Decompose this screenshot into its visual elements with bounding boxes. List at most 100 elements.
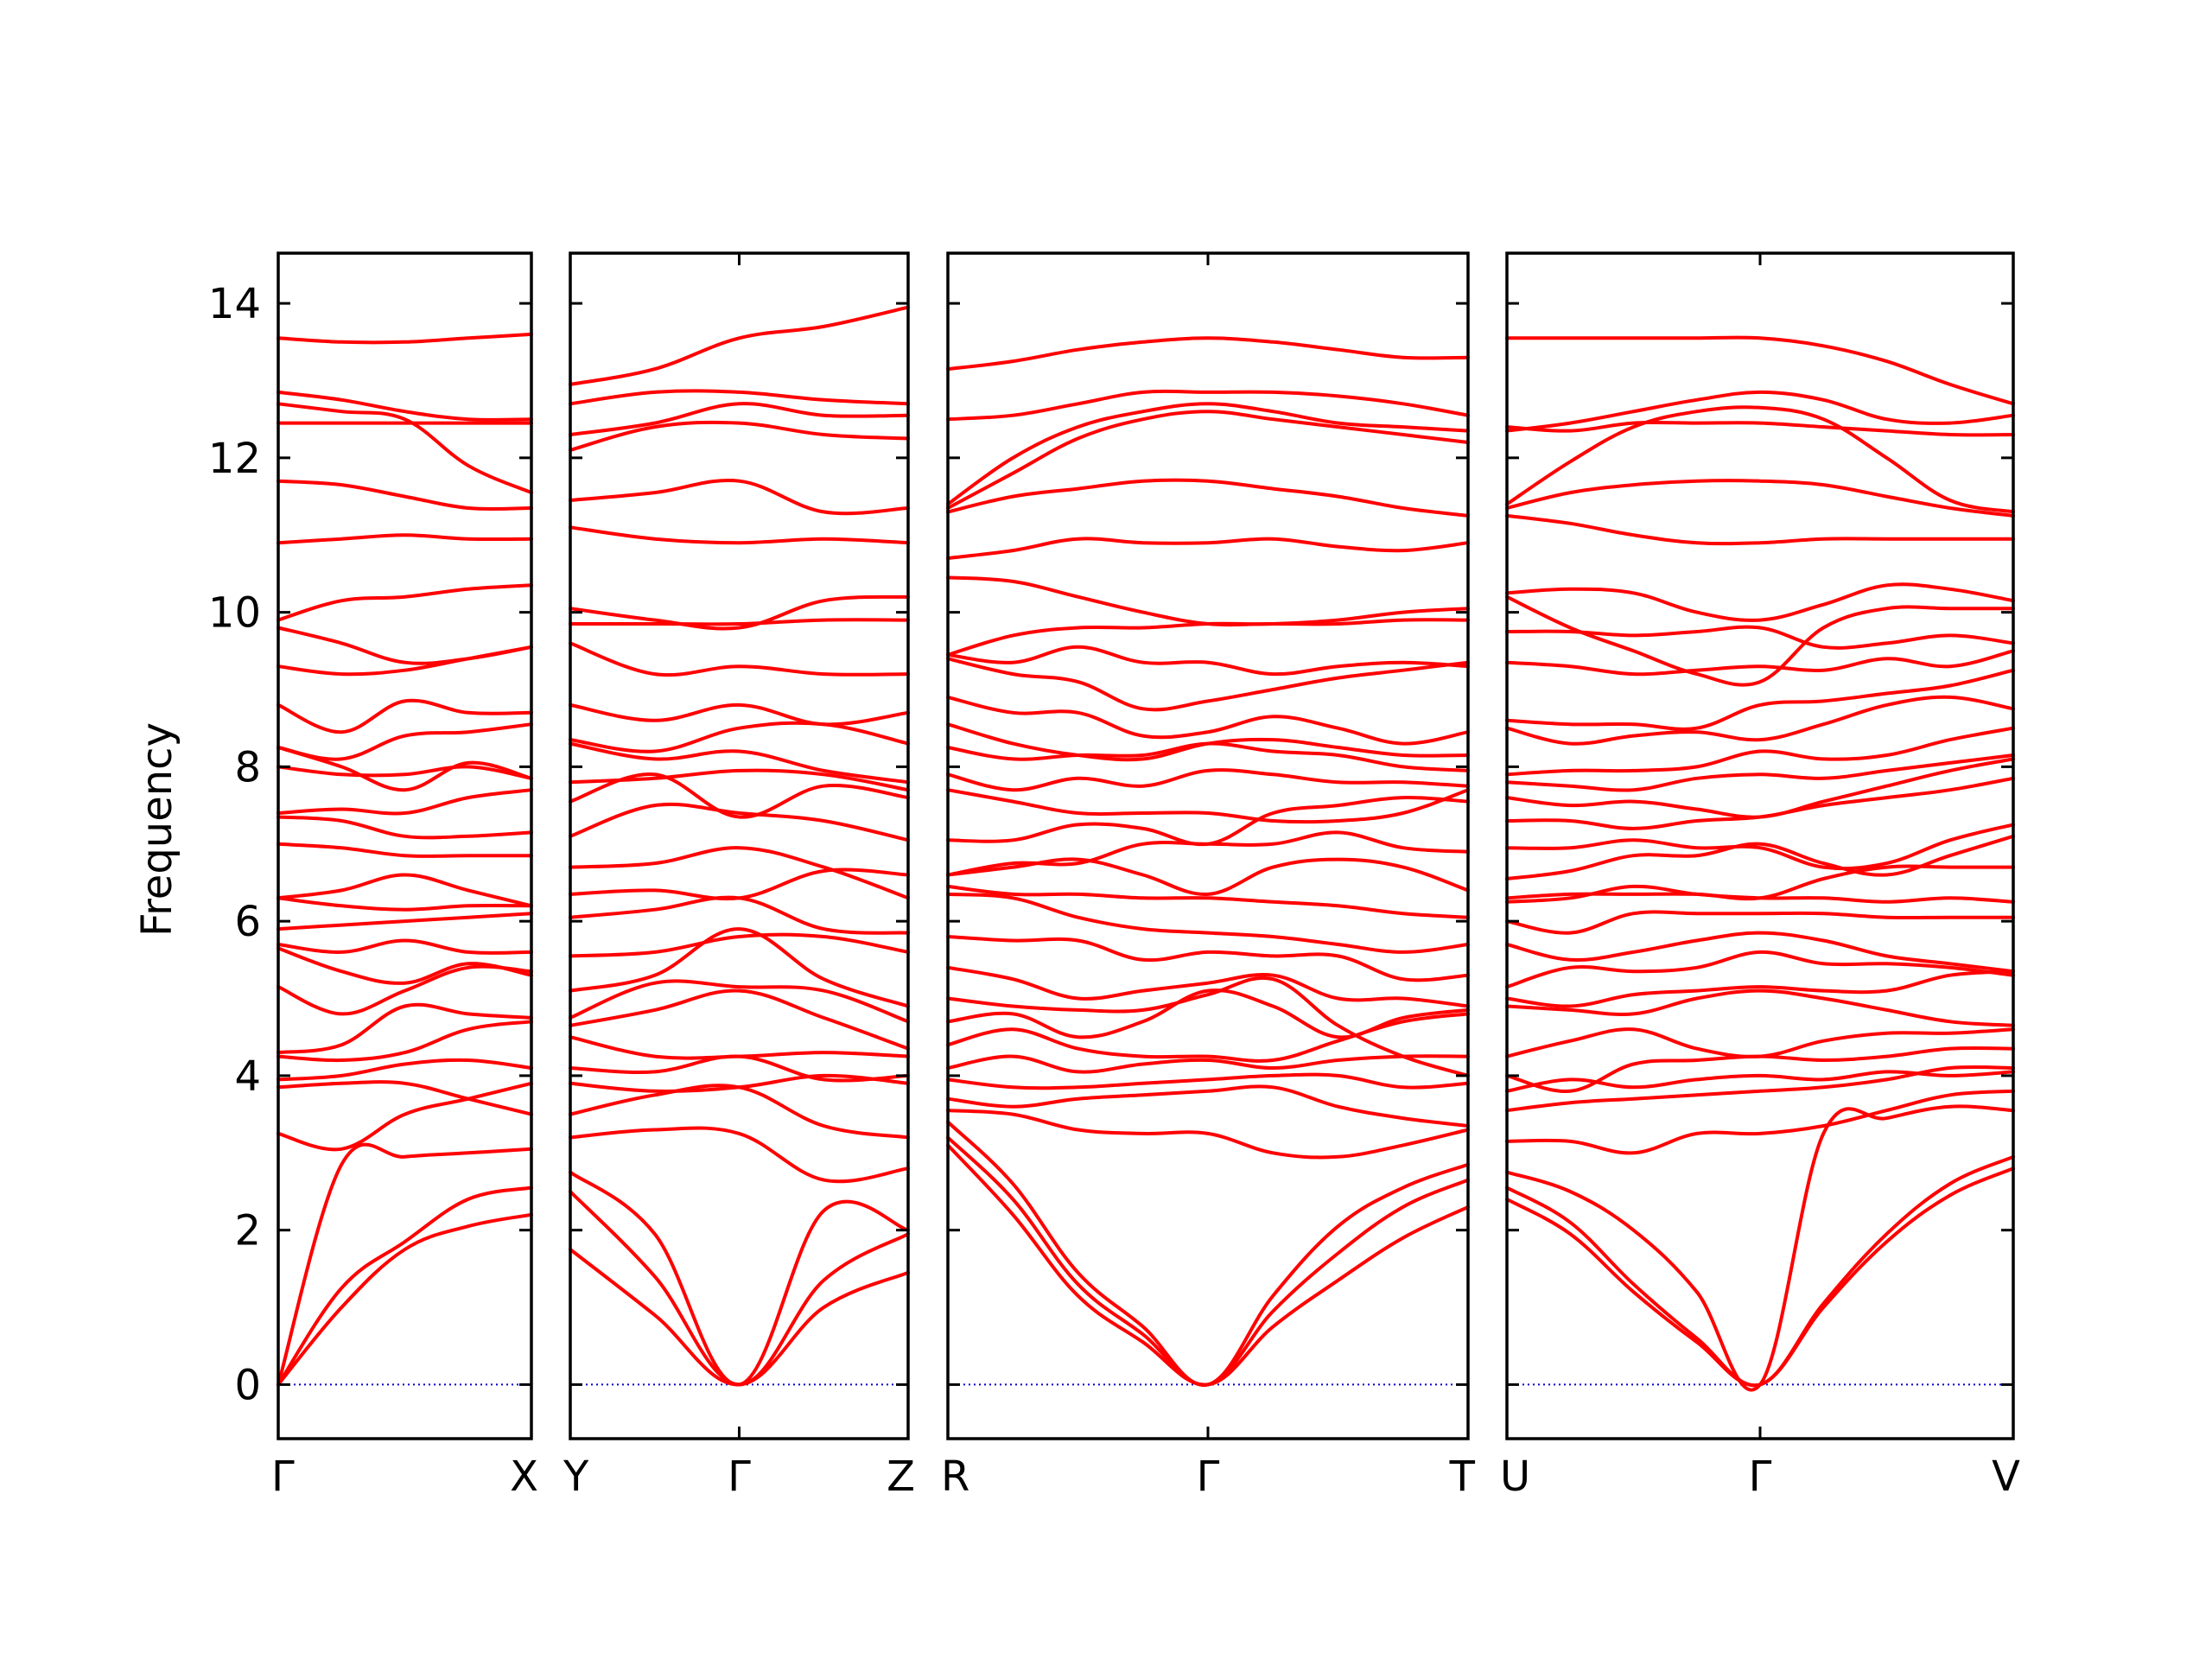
- band-line-panel-2-22: [569, 641, 910, 677]
- band-line-panel-4-23: [1505, 668, 2015, 731]
- y-tick-label: 10: [208, 589, 261, 638]
- band-line-panel-4-2: [1505, 1154, 2015, 1388]
- band-line-panel-4-25: [1505, 625, 2015, 650]
- band-line-panel-4-15: [1505, 864, 2015, 901]
- band-line-panel-3-27: [946, 537, 1470, 561]
- band-lines: [276, 305, 2015, 1392]
- x-tick-label: Γ: [728, 1452, 751, 1501]
- band-line-panel-1-10: [276, 946, 533, 985]
- band-line-panel-2-16: [569, 802, 910, 842]
- band-line-panel-4-20: [1505, 753, 2015, 792]
- band-line-panel-3-29: [946, 410, 1470, 510]
- band-line-panel-2-18: [569, 768, 910, 792]
- band-line-panel-1-20: [276, 722, 533, 761]
- band-line-panel-2-28: [569, 402, 910, 436]
- band-line-panel-1-7: [276, 1020, 533, 1063]
- band-line-panel-2-20: [569, 721, 910, 753]
- x-tick-label: V: [1992, 1452, 2020, 1501]
- band-line-panel-2-30: [569, 305, 910, 386]
- band-line-panel-2-9: [569, 988, 910, 1051]
- band-line-panel-3-28: [946, 478, 1470, 518]
- band-line-panel-3-19: [946, 768, 1470, 792]
- band-line-panel-1-24: [276, 583, 533, 622]
- y-tick-label: 0: [234, 1361, 261, 1409]
- y-tick-label: 2: [234, 1207, 261, 1255]
- band-line-panel-3-26: [946, 575, 1470, 627]
- band-line-panel-3-30: [946, 402, 1470, 506]
- band-line-panel-1-8: [276, 1002, 533, 1055]
- band-line-panel-4-8: [1505, 1027, 2015, 1058]
- band-line-panel-3-18: [946, 788, 1470, 824]
- band-line-panel-1-9: [276, 964, 533, 1016]
- band-line-panel-1-12: [276, 912, 533, 931]
- band-line-panel-2-23: [569, 618, 910, 626]
- band-line-panel-1-28: [276, 402, 533, 495]
- band-line-panel-3-3: [946, 1120, 1470, 1387]
- x-tick-label: Z: [887, 1452, 915, 1501]
- band-line-panel-4-9: [1505, 988, 2015, 1027]
- panel-frame-2: [569, 251, 910, 1440]
- band-line-panel-3-32: [946, 336, 1470, 372]
- band-line-panel-4-11: [1505, 950, 2015, 989]
- band-line-panel-1-1: [276, 1212, 533, 1387]
- band-line-panel-3-12: [946, 935, 1470, 982]
- band-line-panel-1-16: [276, 815, 533, 840]
- y-tick-label: 4: [234, 1052, 261, 1101]
- band-line-panel-3-17: [946, 796, 1470, 847]
- band-line-panel-4-17: [1505, 823, 2015, 871]
- band-line-panel-2-24: [569, 594, 910, 631]
- band-line-panel-4-30: [1505, 405, 2015, 514]
- band-line-panel-1-5: [276, 1080, 533, 1116]
- x-tick-label: Γ: [271, 1452, 295, 1501]
- x-tick-label: U: [1500, 1452, 1530, 1501]
- band-line-panel-1-25: [276, 533, 533, 545]
- band-line-panel-1-4: [276, 1081, 533, 1152]
- y-tick-label: 6: [234, 898, 261, 946]
- band-line-panel-3-9: [946, 988, 1470, 1039]
- band-line-panel-2-8: [569, 1035, 910, 1060]
- band-line-panel-2-12: [569, 932, 910, 958]
- band-line-panel-4-1: [1505, 1166, 2015, 1388]
- band-line-panel-3-6: [946, 1072, 1470, 1090]
- band-line-panel-1-15: [276, 842, 533, 858]
- band-line-panel-3-22: [946, 695, 1470, 746]
- band-line-panel-4-4: [1505, 1089, 2015, 1155]
- band-line-panel-2-29: [569, 389, 910, 406]
- x-tick-label: X: [510, 1452, 538, 1501]
- band-line-panel-3-10: [946, 976, 1470, 1077]
- band-line-panel-1-17: [276, 788, 533, 816]
- x-tick-label: Γ: [1197, 1452, 1220, 1501]
- band-line-panel-3-23: [946, 657, 1470, 712]
- band-line-panel-2-3: [569, 1170, 910, 1387]
- band-line-panel-4-32: [1505, 420, 2015, 437]
- band-line-panel-1-23: [276, 626, 533, 665]
- band-line-panel-1-18: [276, 765, 533, 780]
- band-line-panel-2-25: [569, 525, 910, 545]
- band-line-panel-2-1: [569, 1248, 910, 1387]
- band-line-panel-4-21: [1505, 726, 2015, 777]
- band-line-panel-1-11: [276, 938, 533, 955]
- band-line-panel-3-14: [946, 884, 1470, 919]
- band-line-panel-4-10: [1505, 969, 2015, 1008]
- band-line-panel-4-16: [1505, 834, 2015, 880]
- band-line-panel-2-26: [569, 479, 910, 516]
- band-line-panel-3-31: [946, 389, 1470, 422]
- band-line-panel-3-21: [946, 722, 1470, 762]
- band-line-panel-2-11: [569, 927, 910, 1008]
- band-line-panel-2-5: [569, 1084, 910, 1140]
- band-line-panel-3-7: [946, 1054, 1470, 1074]
- panel-frames: [276, 251, 2015, 1440]
- band-line-panel-3-5: [946, 1084, 1470, 1128]
- x-tick-label: Y: [563, 1452, 589, 1501]
- band-line-panel-1-19: [276, 746, 533, 792]
- band-line-panel-3-13: [946, 892, 1470, 954]
- band-line-panel-4-12: [1505, 931, 2015, 974]
- band-line-panel-2-6: [569, 1073, 910, 1093]
- x-tick-label: T: [1449, 1452, 1476, 1501]
- band-line-panel-3-11: [946, 965, 1470, 1008]
- band-line-panel-2-15: [569, 846, 910, 900]
- y-tick-label: 8: [234, 743, 261, 791]
- band-line-panel-1-13: [276, 896, 533, 912]
- band-line-panel-3-24: [946, 645, 1470, 677]
- band-line-panel-1-29: [276, 390, 533, 422]
